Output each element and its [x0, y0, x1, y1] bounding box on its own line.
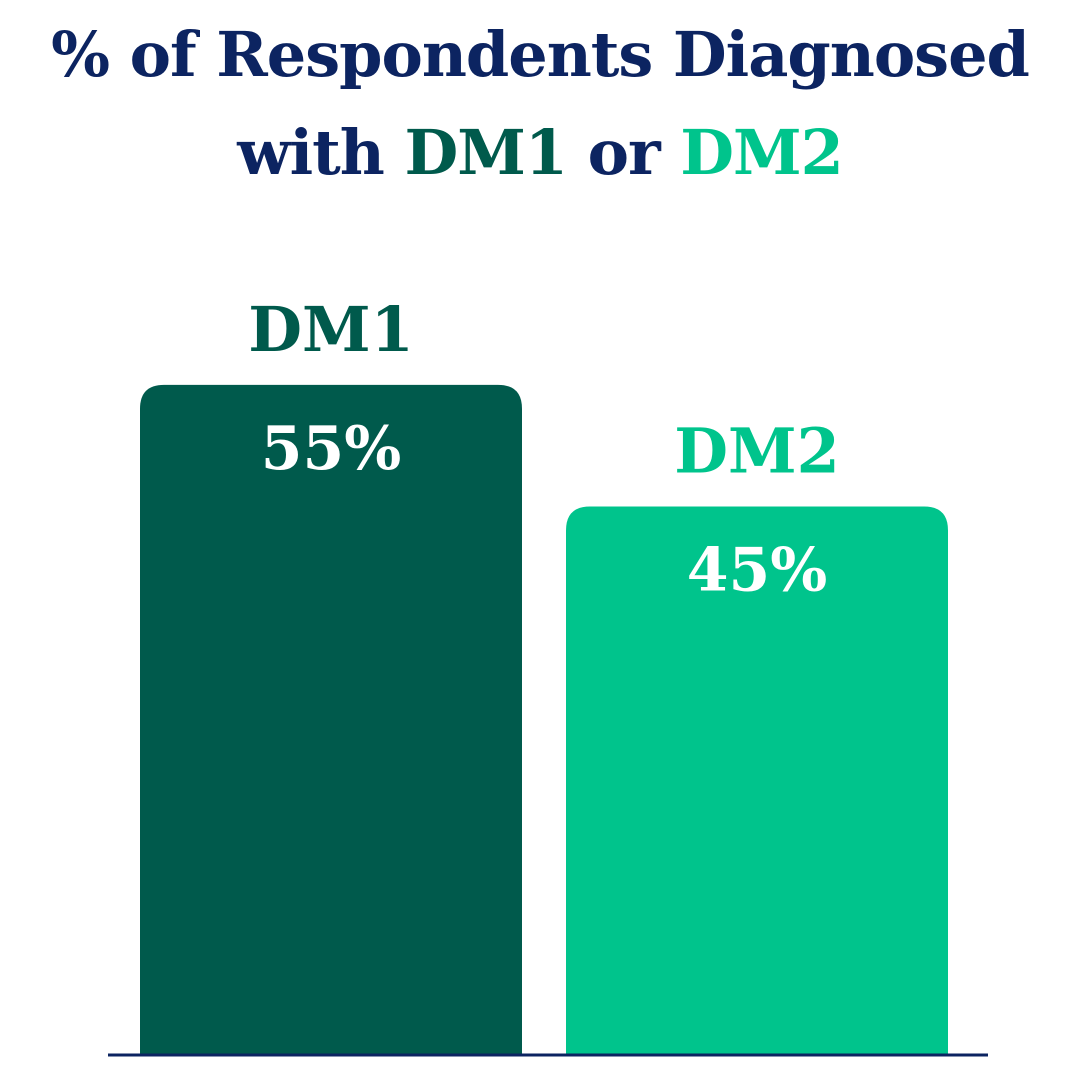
chart-title-line-1: % of Respondents Diagnosed	[0, 24, 1080, 86]
title-dm2: DM2	[680, 116, 844, 189]
category-label-dm2: DM2	[674, 414, 840, 487]
title-mid: or	[567, 116, 681, 189]
value-label-dm2: 45%	[687, 535, 828, 605]
bar-dm2	[566, 506, 948, 1054]
title-prefix: with	[237, 116, 405, 189]
chart-title-line-2: with DM1 or DM2	[0, 122, 1080, 184]
bars-group: DM1 55% DM2 45%	[140, 293, 948, 1055]
bar-dm1	[140, 384, 522, 1055]
title-dm1: DM1	[404, 116, 568, 189]
title-text-1: % of Respondents Diagnosed	[51, 18, 1030, 91]
value-label-dm1: 55%	[261, 414, 402, 484]
category-label-dm1: DM1	[248, 293, 414, 366]
